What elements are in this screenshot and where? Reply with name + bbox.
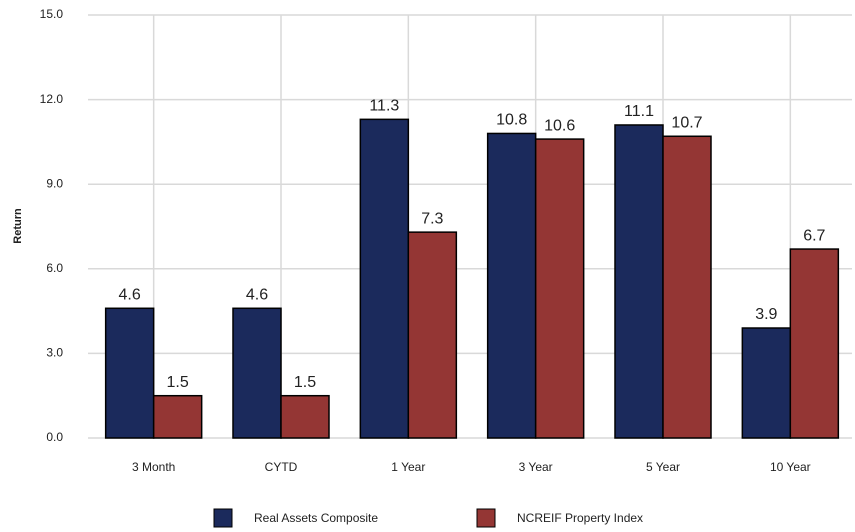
legend-swatch xyxy=(213,508,233,528)
bar xyxy=(359,118,410,439)
data-label: 10.6 xyxy=(544,117,575,134)
data-label: 10.7 xyxy=(671,114,702,131)
data-label: 1.5 xyxy=(294,374,316,391)
bar xyxy=(741,327,792,439)
y-tick-label: 0.0 xyxy=(46,430,63,444)
bar xyxy=(789,248,840,439)
data-label: 11.1 xyxy=(624,103,654,120)
bar xyxy=(534,138,585,439)
y-axis-label: Return xyxy=(12,208,24,244)
data-label: 11.3 xyxy=(369,98,399,115)
legend-label: NCREIF Property Index xyxy=(517,511,643,525)
data-label: 10.8 xyxy=(496,112,527,129)
legend-label: Real Assets Composite xyxy=(254,511,378,525)
y-tick-label: 9.0 xyxy=(46,176,63,190)
data-label: 7.3 xyxy=(421,210,443,227)
x-tick-label: 3 Month xyxy=(132,460,175,474)
bar xyxy=(104,307,155,439)
x-tick-label: 1 Year xyxy=(391,460,425,474)
y-tick-label: 15.0 xyxy=(40,7,64,21)
x-tick-label: 10 Year xyxy=(770,460,811,474)
x-tick-label: CYTD xyxy=(265,460,298,474)
bar xyxy=(280,394,330,439)
x-tick-label: 3 Year xyxy=(519,460,553,474)
data-label: 1.5 xyxy=(167,374,189,391)
bar xyxy=(662,135,712,439)
data-label: 3.9 xyxy=(755,306,777,323)
y-tick-label: 3.0 xyxy=(46,346,63,360)
data-label: 4.6 xyxy=(119,286,141,303)
x-tick-label: 5 Year xyxy=(646,460,680,474)
y-tick-label: 12.0 xyxy=(40,92,64,106)
y-tick-label: 6.0 xyxy=(46,261,63,275)
legend-swatch xyxy=(476,508,496,528)
data-label: 6.7 xyxy=(803,227,825,244)
bar xyxy=(152,394,203,439)
bar xyxy=(486,132,537,439)
bar xyxy=(614,124,664,439)
data-label: 4.6 xyxy=(246,286,268,303)
bar xyxy=(407,231,458,439)
bar xyxy=(232,307,282,439)
